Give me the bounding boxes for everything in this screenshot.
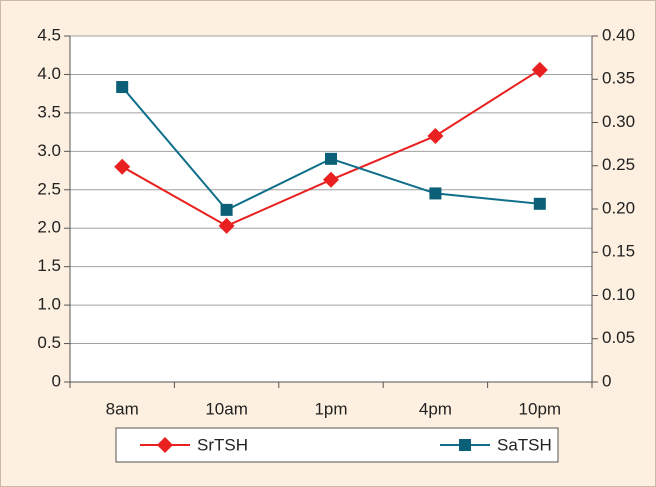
data-point <box>533 197 546 210</box>
x-tick-label: 1pm <box>314 399 347 418</box>
data-point <box>427 127 444 144</box>
y2-tick-label: 0.30 <box>602 112 635 131</box>
x-tick-label: 8am <box>106 399 139 418</box>
data-point <box>429 187 442 200</box>
legend-label: SrTSH <box>197 435 248 454</box>
y2-tick-label: 0.40 <box>602 25 635 44</box>
y-tick-label: 3.5 <box>37 102 61 121</box>
legend-label: SaTSH <box>497 435 552 454</box>
x-tick-label: 10am <box>205 399 248 418</box>
data-point <box>220 203 233 216</box>
y-tick-label: 4.0 <box>37 64 61 83</box>
y-tick-label: 4.5 <box>37 25 61 44</box>
y-tick-label: 2.0 <box>37 218 61 237</box>
legend-marker <box>157 437 173 453</box>
y-tick-label: 1.0 <box>37 295 61 314</box>
y-tick-label: 3.0 <box>37 141 61 160</box>
y2-tick-label: 0.10 <box>602 285 635 304</box>
x-tick-label: 10pm <box>519 399 562 418</box>
y2-tick-label: 0 <box>602 371 611 390</box>
y2-tick-label: 0.05 <box>602 328 635 347</box>
y2-tick-label: 0.15 <box>602 242 635 261</box>
data-point <box>531 61 548 78</box>
y-tick-label: 2.5 <box>37 179 61 198</box>
data-point <box>116 81 129 94</box>
x-tick-label: 4pm <box>419 399 452 418</box>
y-tick-label: 0 <box>52 371 61 390</box>
plot-area <box>70 36 592 382</box>
y2-tick-label: 0.35 <box>602 69 635 88</box>
legend-marker <box>459 439 471 451</box>
y-tick-label: 0.5 <box>37 333 61 352</box>
data-point <box>218 217 235 234</box>
data-point <box>325 152 337 165</box>
y-tick-label: 1.5 <box>37 256 61 275</box>
y2-tick-label: 0.25 <box>602 155 635 174</box>
data-point <box>114 158 131 175</box>
y2-tick-label: 0.20 <box>602 198 635 217</box>
data-point <box>323 171 339 188</box>
